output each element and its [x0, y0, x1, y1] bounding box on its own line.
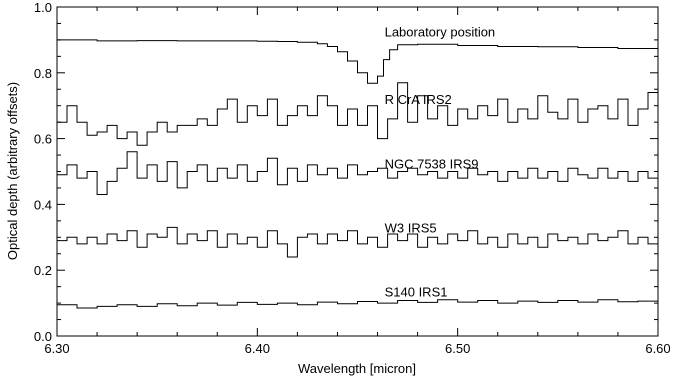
y-tick-label-0: 0.0: [34, 329, 52, 344]
x-tick-label-3: 6.60: [645, 341, 670, 356]
x-tick-label-1: 6.40: [245, 341, 270, 356]
x-tick-label-0: 6.30: [44, 341, 69, 356]
series-label-w3-irs5: W3 IRS5: [385, 220, 437, 235]
y-tick-label-1: 0.2: [34, 263, 52, 278]
y-tick-label-5: 1.0: [34, 0, 52, 15]
series-line-ngc-7538-irs9: [57, 151, 659, 195]
series-label-s140-irs1: S140 IRS1: [385, 285, 448, 300]
series-line-s140-irs1: [57, 299, 659, 309]
series-line-r-cra-irs2: [57, 82, 659, 146]
axes: 6.30 6.40 6.50 6.60 0.0 0.2 0.4 0.6 0.8 1.0: [34, 0, 671, 356]
y-tick-label-3: 0.6: [34, 132, 52, 147]
y-tick-label-4: 0.8: [34, 66, 52, 81]
series-lines: [57, 39, 659, 309]
y-tick-label-2: 0.4: [34, 197, 52, 212]
series-line-laboratory-position: [57, 39, 659, 84]
series-label-ngc-7538-irs9: NGC 7538 IRS9: [385, 156, 479, 171]
series-labels: Laboratory position R CrA IRS2 NGC 7538 IR…: [385, 25, 496, 300]
series-label-laboratory-position: Laboratory position: [385, 25, 496, 40]
y-axis-label: Optical depth (arbitrary offsets): [5, 82, 20, 260]
series-label-r-cra-irs2: R CrA IRS2: [385, 92, 452, 107]
x-tick-label-2: 6.50: [445, 341, 470, 356]
series-line-w3-irs5: [57, 226, 659, 258]
x-axis-label: Wavelength [micron]: [298, 361, 416, 376]
